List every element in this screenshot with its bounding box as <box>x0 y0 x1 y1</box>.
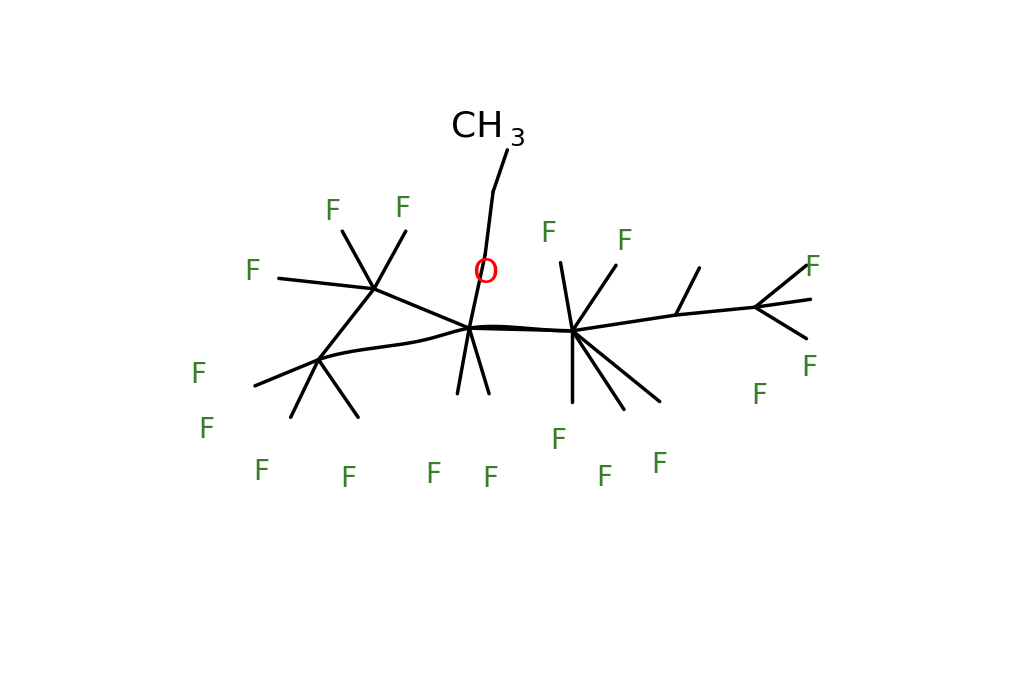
Text: F: F <box>341 465 356 493</box>
Text: CH: CH <box>451 109 504 143</box>
Text: 3: 3 <box>509 127 525 151</box>
Text: F: F <box>801 353 817 381</box>
Text: F: F <box>245 257 260 285</box>
Text: F: F <box>482 465 498 493</box>
Text: O: O <box>472 257 499 289</box>
Text: F: F <box>541 220 557 248</box>
Text: F: F <box>325 197 341 226</box>
Text: F: F <box>198 416 214 445</box>
Text: F: F <box>616 227 632 255</box>
Text: F: F <box>253 458 269 486</box>
Text: F: F <box>596 464 612 492</box>
Text: F: F <box>394 195 410 223</box>
Text: F: F <box>804 254 820 282</box>
Text: F: F <box>651 451 668 479</box>
Text: F: F <box>751 382 767 411</box>
Text: F: F <box>426 461 441 489</box>
Text: F: F <box>550 427 566 455</box>
Text: F: F <box>189 362 206 390</box>
